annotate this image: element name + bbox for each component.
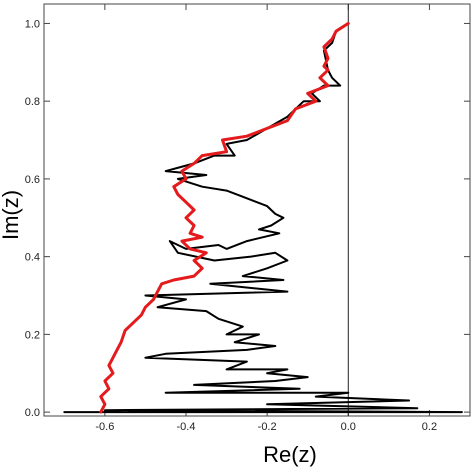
x-tick-label: 0.0 <box>341 421 356 433</box>
series-layer <box>63 21 463 414</box>
y-tick-label: 1.0 <box>25 18 40 30</box>
x-tick-label: -0.4 <box>177 421 196 433</box>
x-tick-label: -0.2 <box>258 421 277 433</box>
y-tick-label: 0.2 <box>25 329 40 341</box>
x-tick-label: -0.6 <box>95 421 114 433</box>
x-tick-label: 0.2 <box>422 421 437 433</box>
x-axis-title: Re(z) <box>263 442 317 467</box>
y-tick-label: 0.0 <box>25 407 40 419</box>
y-axis-ticks: 0.0 0.2 0.4 0.6 0.8 1.0 <box>25 18 470 419</box>
y-tick-label: 0.8 <box>25 96 40 108</box>
series-line-1 <box>63 22 463 414</box>
y-tick-label: 0.4 <box>25 252 40 264</box>
y-tick-label: 0.6 <box>25 174 40 186</box>
plot-frame <box>43 3 471 417</box>
series-line-2 <box>99 21 350 414</box>
y-axis-title: Im(z) <box>0 190 23 240</box>
